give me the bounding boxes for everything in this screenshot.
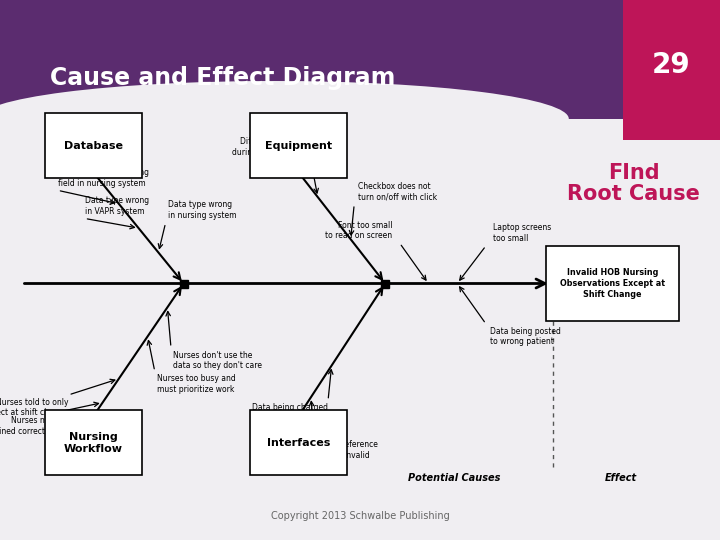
Text: Cause and Effect Diagram: Cause and Effect Diagram: [50, 66, 396, 90]
Text: Data being posted
to wrong patient: Data being posted to wrong patient: [490, 327, 560, 347]
Text: Nurses too busy and
must prioritize work: Nurses too busy and must prioritize work: [157, 374, 235, 394]
Text: Laptop screens
too small: Laptop screens too small: [493, 223, 552, 243]
Text: Interfaces: Interfaces: [267, 438, 330, 448]
Text: Copyright 2013 Schwalbe Publishing: Copyright 2013 Schwalbe Publishing: [271, 511, 449, 521]
Text: FInd
Root Cause: FInd Root Cause: [567, 163, 700, 205]
Text: Equipment: Equipment: [265, 141, 333, 151]
Text: Data being charged
within interface: Data being charged within interface: [252, 403, 328, 423]
FancyBboxPatch shape: [45, 410, 143, 475]
Text: Data pulled from wrong
field in nursing system: Data pulled from wrong field in nursing …: [58, 168, 148, 187]
Ellipse shape: [0, 81, 569, 157]
Text: Database: Database: [64, 141, 123, 151]
Text: Checkbox does not
turn on/off with click: Checkbox does not turn on/off with click: [358, 181, 437, 201]
FancyBboxPatch shape: [251, 410, 347, 475]
FancyBboxPatch shape: [546, 246, 679, 321]
Text: Nurses don't use the
data so they don't care: Nurses don't use the data so they don't …: [173, 350, 262, 370]
Text: Potential Causes: Potential Causes: [408, 473, 500, 483]
Text: Data type wrong
in VAPR system: Data type wrong in VAPR system: [85, 196, 149, 215]
Text: Nurses told to only
collect at shift change: Nurses told to only collect at shift cha…: [0, 397, 68, 417]
Text: Invalid HOB Nursing
Observations Except at
Shift Change: Invalid HOB Nursing Observations Except …: [560, 268, 665, 299]
Text: Nursing
Workflow: Nursing Workflow: [64, 432, 123, 454]
FancyBboxPatch shape: [0, 0, 720, 119]
Text: Different PCs used
during shift changes: Different PCs used during shift changes: [232, 137, 310, 157]
Text: Data type wrong
in nursing system: Data type wrong in nursing system: [168, 200, 236, 220]
Text: Font too small
to read on screen: Font too small to read on screen: [325, 220, 392, 240]
Text: Cross reference
tables invalid: Cross reference tables invalid: [318, 441, 378, 460]
Text: Effect: Effect: [605, 473, 637, 483]
Text: 29: 29: [652, 51, 690, 79]
FancyBboxPatch shape: [251, 113, 347, 178]
Text: Nurses not
trained correctly: Nurses not trained correctly: [0, 416, 53, 436]
FancyBboxPatch shape: [623, 0, 720, 140]
FancyBboxPatch shape: [45, 113, 143, 178]
